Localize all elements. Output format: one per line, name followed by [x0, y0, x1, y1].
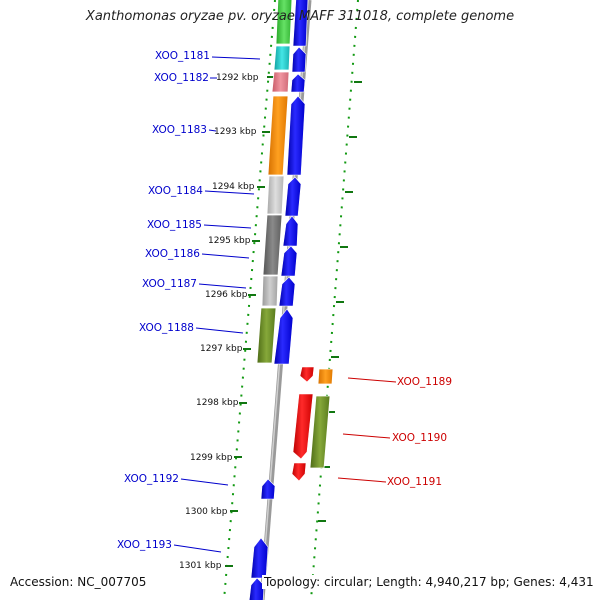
- scale-label-1300: 1300 kbp: [185, 507, 228, 517]
- category-block-olive: [256, 307, 277, 364]
- gene-arrow-xoo-1192[interactable]: [260, 478, 276, 500]
- scale-label-1297: 1297 kbp: [200, 344, 243, 354]
- scale-label-1294: 1294 kbp: [212, 182, 255, 192]
- gene-arrow-xoo-1189[interactable]: [299, 366, 315, 383]
- gene-label-xoo-1192[interactable]: XOO_1192: [124, 473, 179, 485]
- gene-label-xoo-1181[interactable]: XOO_1181: [155, 50, 210, 62]
- gene-label-xoo-1189[interactable]: XOO_1189: [397, 376, 452, 388]
- gene-label-xoo-1186[interactable]: XOO_1186: [145, 248, 200, 260]
- scale-label-1292: 1292 kbp: [216, 73, 259, 83]
- gene-label-xoo-1185[interactable]: XOO_1185: [147, 219, 202, 231]
- gene-label-xoo-1182[interactable]: XOO_1182: [154, 72, 209, 84]
- scale-ticks: [225, 76, 362, 567]
- gene-arrow-xoo-1182[interactable]: [290, 73, 306, 93]
- gene-arrow-xoo-1191[interactable]: [291, 462, 307, 482]
- reverse-genes: [291, 366, 315, 482]
- accession-label: Accession: NC_007705: [8, 575, 149, 589]
- topology-label: Topology: circular; Length: 4,940,217 bp…: [262, 575, 596, 589]
- scale-label-1296: 1296 kbp: [205, 290, 248, 300]
- category-block-green: [275, 0, 293, 45]
- scale-label-1295: 1295 kbp: [208, 236, 251, 246]
- scale-label-1301: 1301 kbp: [179, 561, 222, 571]
- gene-label-xoo-1188[interactable]: XOO_1188: [139, 322, 194, 334]
- gene-label-xoo-1184[interactable]: XOO_1184: [148, 185, 203, 197]
- category-block-light-gray: [266, 175, 285, 215]
- gene-arrow-xoo-1190[interactable]: [292, 393, 314, 460]
- gene-arrow-xoo-1183[interactable]: [286, 95, 306, 176]
- category-block-cyan: [273, 45, 291, 71]
- scale-label-1293: 1293 kbp: [214, 127, 257, 137]
- genome-title: Xanthomonas oryzae pv. oryzae MAFF 31101…: [85, 9, 515, 24]
- scale-label-1299: 1299 kbp: [190, 453, 233, 463]
- category-block-mid-gray: [261, 275, 279, 307]
- gene-arrow-xoo-1184[interactable]: [284, 176, 302, 217]
- category-track: [256, 0, 334, 469]
- left-leader-lines: [173, 56, 261, 553]
- gene-arrow-top[interactable]: [292, 0, 309, 47]
- gene-label-xoo-1183[interactable]: XOO_1183: [152, 124, 207, 136]
- outer-scale-ring: [310, 0, 359, 600]
- scale-label-1298: 1298 kbp: [196, 398, 239, 408]
- gene-arrow-xoo-1188[interactable]: [273, 308, 294, 365]
- gene-arrow-xoo-1181[interactable]: [291, 46, 307, 73]
- category-block-orange-right: [317, 368, 334, 385]
- forward-genes: [248, 0, 309, 600]
- gene-label-xoo-1187[interactable]: XOO_1187: [142, 278, 197, 290]
- gene-arrow-xoo-1193[interactable]: [250, 537, 269, 579]
- inner-scale-ring: [223, 0, 276, 600]
- gene-label-xoo-1190[interactable]: XOO_1190: [392, 432, 447, 444]
- right-leader-lines: [337, 377, 397, 483]
- category-block-olive-right: [309, 395, 331, 469]
- category-block-orange: [267, 95, 289, 176]
- gene-arrow-xoo-1186[interactable]: [280, 245, 298, 277]
- gene-arrow-xoo-1187[interactable]: [278, 276, 296, 307]
- gene-arrow-bottom[interactable]: [248, 577, 265, 600]
- gene-arrow-xoo-1185[interactable]: [282, 215, 299, 247]
- category-block-pink: [271, 71, 290, 93]
- gene-label-xoo-1193[interactable]: XOO_1193: [117, 539, 172, 551]
- category-block-dark-gray: [262, 214, 283, 276]
- gene-label-xoo-1191[interactable]: XOO_1191: [387, 476, 442, 488]
